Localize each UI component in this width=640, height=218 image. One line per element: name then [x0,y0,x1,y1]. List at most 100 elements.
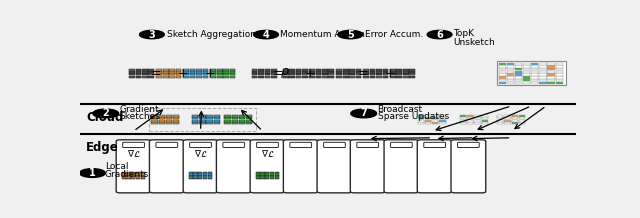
FancyBboxPatch shape [159,115,165,117]
FancyBboxPatch shape [148,76,154,78]
FancyBboxPatch shape [531,76,538,79]
FancyBboxPatch shape [556,82,563,84]
FancyBboxPatch shape [481,117,488,119]
FancyBboxPatch shape [474,120,481,122]
FancyBboxPatch shape [142,73,148,75]
FancyBboxPatch shape [152,117,157,119]
FancyBboxPatch shape [524,65,531,68]
FancyBboxPatch shape [270,173,274,175]
FancyBboxPatch shape [193,173,198,175]
FancyBboxPatch shape [196,76,202,78]
FancyBboxPatch shape [156,71,162,73]
FancyBboxPatch shape [183,140,218,193]
FancyBboxPatch shape [192,122,198,124]
FancyBboxPatch shape [511,120,518,122]
FancyBboxPatch shape [460,117,467,119]
FancyBboxPatch shape [264,76,270,78]
FancyBboxPatch shape [481,120,488,122]
FancyBboxPatch shape [270,176,274,178]
FancyBboxPatch shape [302,69,308,71]
FancyBboxPatch shape [217,69,223,71]
FancyBboxPatch shape [425,120,431,122]
FancyBboxPatch shape [257,142,278,148]
FancyBboxPatch shape [211,76,216,78]
FancyBboxPatch shape [156,142,178,148]
FancyBboxPatch shape [217,76,223,78]
FancyBboxPatch shape [225,115,230,117]
FancyBboxPatch shape [246,115,252,117]
Text: Error Accum.: Error Accum. [365,30,423,39]
FancyBboxPatch shape [202,73,208,75]
FancyBboxPatch shape [556,79,563,81]
FancyBboxPatch shape [252,69,257,71]
FancyBboxPatch shape [129,73,135,75]
FancyBboxPatch shape [203,175,207,176]
FancyBboxPatch shape [203,176,207,178]
FancyBboxPatch shape [322,69,328,71]
FancyBboxPatch shape [356,76,362,78]
FancyBboxPatch shape [250,140,285,193]
FancyBboxPatch shape [193,176,198,178]
FancyBboxPatch shape [497,122,504,124]
FancyBboxPatch shape [260,173,264,175]
FancyBboxPatch shape [396,76,402,78]
FancyBboxPatch shape [403,73,408,75]
FancyBboxPatch shape [524,82,531,84]
FancyBboxPatch shape [322,76,328,78]
FancyBboxPatch shape [317,140,352,193]
FancyBboxPatch shape [531,82,538,84]
FancyBboxPatch shape [531,71,538,73]
FancyBboxPatch shape [202,69,208,71]
FancyBboxPatch shape [556,71,563,73]
FancyBboxPatch shape [507,79,515,81]
FancyBboxPatch shape [283,76,289,78]
FancyBboxPatch shape [214,122,220,124]
FancyBboxPatch shape [390,76,396,78]
FancyBboxPatch shape [418,122,424,124]
Text: 3: 3 [148,30,156,39]
FancyBboxPatch shape [189,173,193,175]
FancyBboxPatch shape [540,76,547,79]
FancyBboxPatch shape [122,176,126,178]
FancyBboxPatch shape [189,178,193,179]
FancyBboxPatch shape [316,71,321,73]
FancyBboxPatch shape [497,120,504,122]
FancyBboxPatch shape [540,65,547,68]
FancyBboxPatch shape [131,178,135,179]
Text: 2: 2 [102,108,109,118]
FancyBboxPatch shape [547,71,555,73]
FancyBboxPatch shape [136,69,141,71]
FancyBboxPatch shape [481,122,488,124]
FancyBboxPatch shape [540,63,547,65]
FancyBboxPatch shape [122,178,126,179]
FancyBboxPatch shape [467,117,474,119]
FancyBboxPatch shape [211,69,216,71]
FancyBboxPatch shape [196,71,202,73]
FancyBboxPatch shape [156,76,162,78]
FancyBboxPatch shape [518,117,525,119]
FancyBboxPatch shape [343,73,349,75]
FancyBboxPatch shape [507,68,515,70]
FancyBboxPatch shape [283,73,289,75]
FancyBboxPatch shape [173,115,179,117]
FancyBboxPatch shape [127,176,131,178]
FancyBboxPatch shape [256,172,260,173]
FancyBboxPatch shape [531,73,538,76]
FancyBboxPatch shape [474,115,481,117]
FancyBboxPatch shape [376,73,382,75]
FancyBboxPatch shape [136,178,140,179]
FancyBboxPatch shape [141,175,145,176]
FancyBboxPatch shape [364,73,369,75]
FancyBboxPatch shape [556,65,563,68]
FancyBboxPatch shape [275,173,278,175]
FancyBboxPatch shape [163,69,168,71]
FancyBboxPatch shape [141,173,145,175]
FancyBboxPatch shape [260,172,264,173]
FancyBboxPatch shape [507,82,515,84]
FancyBboxPatch shape [481,115,488,117]
FancyBboxPatch shape [189,73,195,75]
Text: 5: 5 [347,30,354,39]
FancyBboxPatch shape [350,140,385,193]
FancyBboxPatch shape [356,71,362,73]
FancyBboxPatch shape [207,173,212,175]
